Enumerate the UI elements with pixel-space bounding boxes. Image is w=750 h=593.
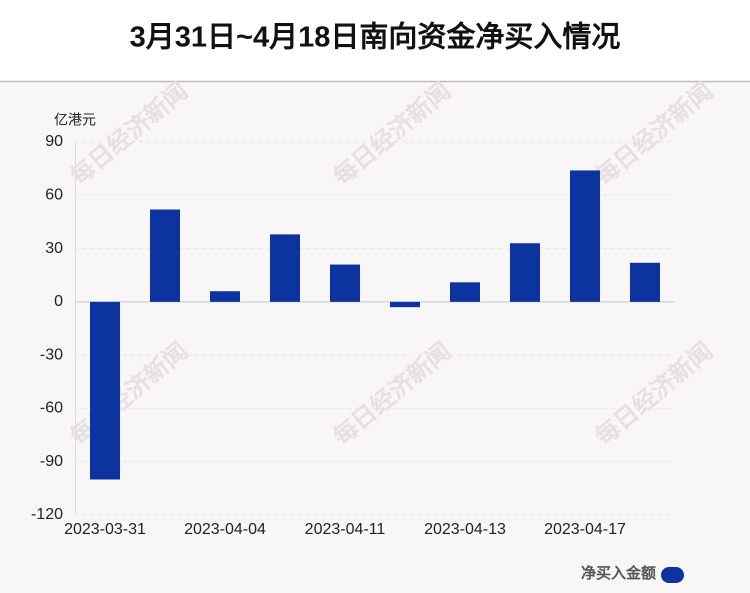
bar — [450, 282, 480, 302]
watermark: 每日经济新闻 — [589, 76, 718, 191]
x-tick-label: 2023-04-04 — [184, 521, 266, 538]
bar — [510, 243, 540, 302]
bar — [150, 209, 180, 302]
bar — [330, 264, 360, 302]
y-tick-label: 0 — [54, 293, 63, 310]
y-tick-label: 60 — [45, 187, 63, 204]
bar — [270, 234, 300, 302]
legend-swatch — [661, 567, 684, 583]
y-tick-label: 30 — [45, 240, 63, 257]
y-tick-label: 90 — [45, 133, 63, 150]
bar — [630, 262, 660, 302]
chart-title: 3月31日~4月18日南向资金净买入情况 — [130, 20, 621, 54]
watermark: 每日经济新闻 — [327, 76, 456, 191]
legend-label: 净买入金额 — [581, 564, 656, 582]
y-tick-label: -60 — [40, 400, 63, 417]
y-tick-label: -90 — [40, 453, 63, 470]
watermark: 每日经济新闻 — [589, 336, 718, 451]
watermark: 每日经济新闻 — [64, 76, 193, 191]
x-tick-label: 2023-04-17 — [544, 521, 626, 538]
header-band — [0, 0, 750, 81]
bar — [390, 301, 420, 308]
y-axis-unit: 亿港元 — [54, 112, 96, 128]
watermark: 每日经济新闻 — [327, 336, 456, 451]
y-tick-label: -120 — [31, 506, 63, 523]
bar — [570, 170, 600, 302]
watermark: 每日经济新闻 — [64, 336, 193, 451]
x-tick-label: 2023-04-11 — [305, 521, 386, 538]
x-tick-label: 2023-04-13 — [424, 521, 506, 538]
bar — [90, 301, 120, 480]
y-tick-label: -30 — [40, 346, 63, 363]
bar — [210, 291, 240, 302]
x-tick-label: 2023-03-31 — [64, 521, 146, 538]
